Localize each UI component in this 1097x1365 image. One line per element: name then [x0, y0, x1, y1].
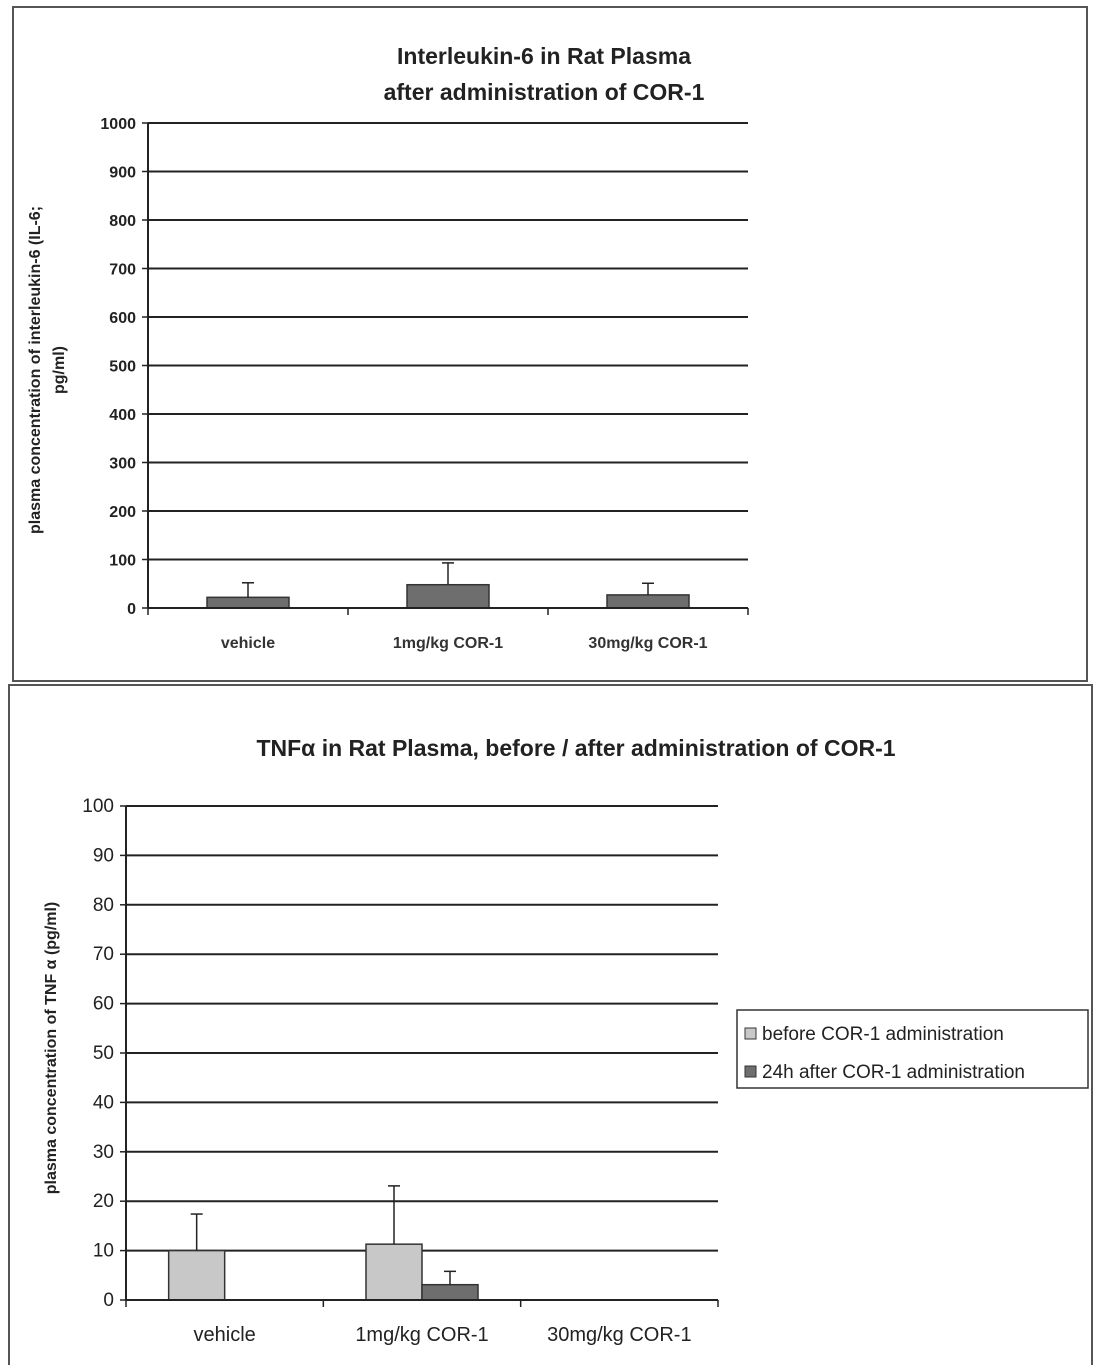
chart-title: Interleukin-6 in Rat Plasma	[397, 43, 691, 69]
y-tick-label: 500	[109, 359, 136, 376]
il6-chart: Interleukin-6 in Rat Plasma after admini…	[27, 43, 749, 652]
bar	[606, 594, 690, 609]
legend-label-after: 24h after COR-1 administration	[762, 1062, 1025, 1083]
bar	[406, 583, 490, 609]
chart-subtitle: after administration of COR-1	[384, 79, 705, 105]
y-tick-label: 400	[109, 407, 136, 424]
legend-label-before: before COR-1 administration	[762, 1024, 1004, 1045]
legend-swatch-before	[744, 1027, 757, 1040]
bar	[206, 596, 290, 609]
y-axis-label: plasma concentration of TNF α (pg/ml)	[43, 902, 60, 1195]
bar	[167, 1249, 226, 1301]
y-tick-label: 100	[109, 553, 136, 570]
y-tick-label: 300	[109, 456, 136, 473]
legend-box	[736, 1009, 1089, 1089]
y-axis-label: plasma concentration of interleukin-6 (I…	[27, 206, 44, 534]
bar	[421, 1283, 479, 1301]
x-category-label: 30mg/kg COR-1	[547, 1324, 692, 1346]
x-category-label: 1mg/kg COR-1	[393, 635, 503, 652]
y-tick-label: 60	[93, 994, 114, 1015]
y-tick-label: 100	[82, 796, 114, 817]
x-category-label: vehicle	[194, 1324, 256, 1346]
y-tick-label: 0	[103, 1290, 114, 1311]
x-category-label: 30mg/kg COR-1	[588, 635, 707, 652]
y-tick-label: 0	[127, 601, 136, 618]
y-tick-label: 1000	[100, 116, 136, 133]
tnf-chart: TNFα in Rat Plasma, before / after admin…	[43, 735, 1089, 1346]
y-tick-label: 70	[93, 944, 114, 965]
y-tick-label: 900	[109, 165, 136, 182]
tnf-chart-panel: TNFα in Rat Plasma, before / after admin…	[8, 684, 1093, 1365]
y-tick-label: 10	[93, 1241, 114, 1262]
y-tick-label: 600	[109, 310, 136, 327]
y-tick-label: 50	[93, 1043, 114, 1064]
y-tick-label: 90	[93, 845, 114, 866]
x-category-label: vehicle	[221, 635, 275, 652]
y-tick-label: 80	[93, 895, 114, 916]
y-tick-label: 800	[109, 213, 136, 230]
y-tick-label: 200	[109, 504, 136, 521]
bar	[365, 1243, 423, 1301]
y-tick-label: 20	[93, 1191, 114, 1212]
y-tick-label: 700	[109, 262, 136, 279]
chart-title: TNFα in Rat Plasma, before / after admin…	[256, 735, 895, 761]
x-category-label: 1mg/kg COR-1	[355, 1324, 488, 1346]
y-tick-label: 40	[93, 1092, 114, 1113]
y-axis-label-line2: pg/ml)	[51, 346, 68, 394]
legend-swatch-after	[744, 1065, 757, 1078]
legend: before COR-1 administration 24h after CO…	[736, 1009, 1089, 1089]
il6-chart-panel: Interleukin-6 in Rat Plasma after admini…	[12, 6, 1088, 682]
y-tick-label: 30	[93, 1142, 114, 1163]
